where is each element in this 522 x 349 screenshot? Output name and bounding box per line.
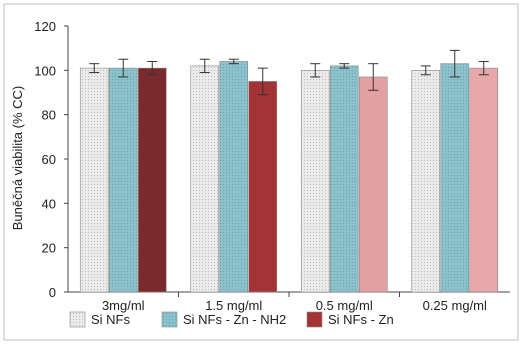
legend-swatch-3 — [306, 311, 323, 328]
bar-2 — [108, 67, 138, 293]
x-tick-label: 1.5 mg/ml — [205, 298, 262, 313]
bar-3 — [469, 67, 499, 293]
chart-frame — [3, 3, 519, 341]
bar-3 — [248, 81, 278, 293]
bar-1 — [79, 67, 109, 293]
plot-area: 0 20 40 60 80 100 120 3mg/ml 1.5 mg/ml 0.5 mg/ml 0… — [34, 19, 510, 313]
x-tick-label: 3mg/ml — [102, 298, 145, 313]
bar-1 — [190, 65, 220, 293]
y-tick-label: 60 — [42, 152, 56, 167]
bar-2 — [329, 65, 359, 293]
y-tick-label: 0 — [49, 285, 56, 300]
y-tick-label: 100 — [34, 63, 56, 78]
bar-1 — [411, 70, 441, 293]
bar-1 — [300, 70, 330, 293]
legend-label-2: Si NFs - Zn - NH2 — [183, 312, 286, 327]
x-tick-label: 0.5 mg/ml — [316, 298, 373, 313]
y-tick-label: 80 — [42, 108, 56, 123]
bar-2 — [440, 63, 470, 293]
bar-3 — [137, 67, 167, 293]
x-tick-label: 0.25 mg/ml — [423, 298, 487, 313]
legend-label-3: Si NFs - Zn — [328, 312, 394, 327]
y-axis-label: Buněčná viabilita (% CC) — [10, 86, 25, 231]
legend-swatch-1 — [69, 311, 86, 328]
y-tick-label: 40 — [42, 196, 56, 211]
bar-2 — [219, 61, 249, 293]
legend-swatch-2 — [161, 311, 178, 328]
y-tick-label: 20 — [42, 241, 56, 256]
bar-3 — [358, 76, 388, 293]
y-tick-label: 120 — [34, 19, 56, 34]
legend: Si NFs Si NFs - Zn - NH2 Si NFs - Zn — [69, 311, 394, 328]
legend-label-1: Si NFs — [91, 312, 131, 327]
